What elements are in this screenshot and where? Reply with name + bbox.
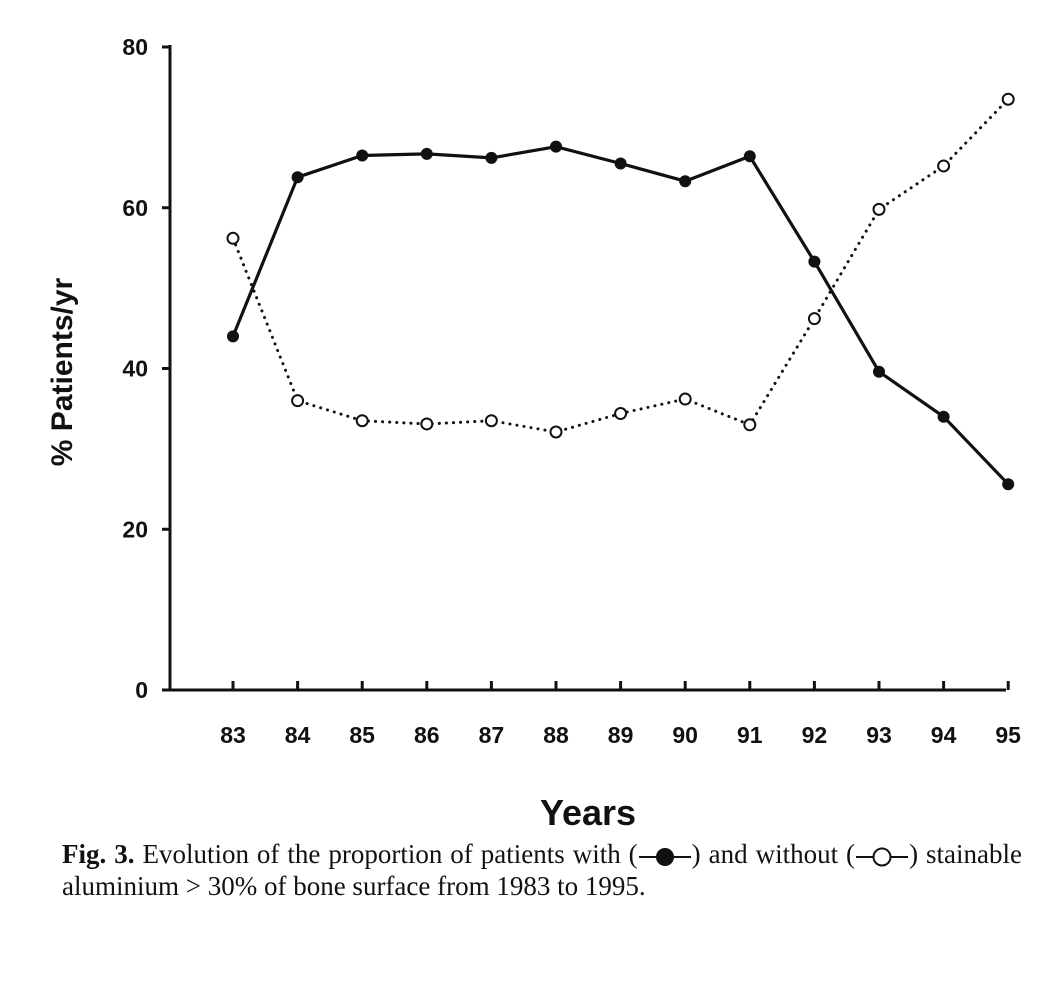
series-1-point-83 bbox=[227, 330, 239, 343]
series-1-point-87 bbox=[485, 151, 498, 164]
series-2-point-94 bbox=[937, 159, 951, 173]
x-tick-label: 84 bbox=[285, 722, 311, 748]
x-tick-label: 90 bbox=[672, 722, 698, 748]
open-circle-line-legend-icon bbox=[856, 847, 909, 867]
figure-label: Fig. 3. bbox=[62, 839, 135, 869]
series-1-point-84 bbox=[291, 171, 304, 184]
chart-series-markers bbox=[226, 92, 1015, 491]
series-1-point-86 bbox=[420, 147, 433, 160]
y-tick-label: 0 bbox=[135, 677, 148, 703]
series-1-point-95 bbox=[1002, 478, 1015, 491]
x-tick-label: 88 bbox=[543, 722, 569, 748]
x-tick-label: 94 bbox=[931, 722, 957, 748]
series-2-point-90 bbox=[678, 392, 692, 406]
series-2-point-92 bbox=[807, 312, 821, 326]
series-2-point-85 bbox=[355, 414, 369, 428]
y-tick-label: 20 bbox=[122, 516, 148, 542]
caption-text-start: Evolution of the proportion of patients … bbox=[142, 839, 638, 869]
x-tick-label: 93 bbox=[866, 722, 892, 748]
line-chart: 0 20 40 60 80 83 84 85 86 87 88 89 90 91 92 93 94 95 Year… bbox=[46, 34, 1021, 830]
series-2-point-91 bbox=[743, 418, 757, 432]
series-1-point-93 bbox=[873, 365, 885, 378]
series-1-point-90 bbox=[679, 175, 692, 188]
series-1-point-89 bbox=[614, 157, 627, 170]
chart-series-lines bbox=[231, 97, 1010, 486]
series-2-point-88 bbox=[549, 425, 563, 439]
filled-circle-line-legend-icon bbox=[638, 847, 691, 866]
series-2-point-87 bbox=[484, 414, 498, 428]
series-1-point-92 bbox=[808, 255, 821, 268]
y-tick-label: 80 bbox=[122, 34, 148, 60]
series-2-point-89 bbox=[614, 407, 628, 421]
series-2-point-84 bbox=[291, 394, 305, 408]
y-tick-label: 40 bbox=[122, 356, 148, 382]
series-2-point-86 bbox=[420, 417, 434, 431]
x-axis-title: Years bbox=[540, 792, 636, 830]
caption-text-end: ) stainable aluminium > 30% of bone surf… bbox=[62, 839, 1022, 901]
series-1-point-85 bbox=[356, 149, 369, 162]
x-tick-label: 89 bbox=[608, 722, 634, 748]
x-tick-label: 86 bbox=[414, 722, 440, 748]
x-tick-label: 87 bbox=[479, 722, 505, 748]
caption-text-middle: ) and without ( bbox=[691, 839, 856, 869]
x-tick-label: 91 bbox=[737, 722, 763, 748]
chart-axes: 0 20 40 60 80 83 84 85 86 87 88 89 90 91 92 93 94 95 bbox=[122, 34, 1021, 748]
series-2-point-95 bbox=[1001, 92, 1015, 106]
x-tick-label: 92 bbox=[802, 722, 828, 748]
series-1-point-91 bbox=[743, 150, 756, 163]
series-1-point-88 bbox=[550, 140, 562, 153]
series-2-point-83 bbox=[226, 231, 240, 245]
series-1-line bbox=[231, 145, 1010, 486]
series-1-point-94 bbox=[937, 410, 950, 423]
y-tick-label: 60 bbox=[122, 195, 148, 221]
figure-caption: Fig. 3. Evolution of the proportion of p… bbox=[62, 838, 1022, 902]
series-2-point-93 bbox=[872, 202, 886, 216]
x-tick-label: 83 bbox=[220, 722, 246, 748]
x-tick-label: 95 bbox=[995, 722, 1021, 748]
y-axis-title: % Patients/yr bbox=[46, 277, 79, 466]
x-tick-label: 85 bbox=[349, 722, 375, 748]
